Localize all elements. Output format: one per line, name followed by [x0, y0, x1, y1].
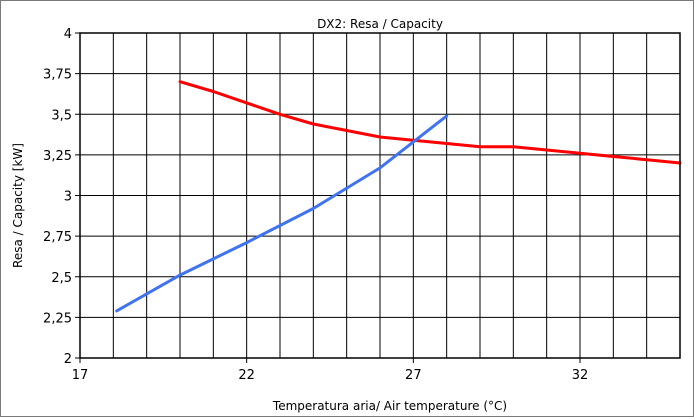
series-layer	[115, 80, 682, 313]
x-tick-label: 22	[238, 368, 255, 383]
tick-labels: 2 2,25 2,5 2,75 3 3,25 3,5 3,75 4 17 22 27 32	[43, 27, 588, 383]
series-line-1	[178, 80, 682, 165]
x-tick-label: 32	[572, 368, 589, 383]
y-tick-label: 2,5	[51, 271, 72, 286]
chart-title: DX2: Resa / Capacity	[317, 17, 443, 31]
y-tick-label: 2,25	[43, 311, 72, 326]
x-axis-title: Temperatura aria/ Air temperature (°C)	[272, 399, 507, 413]
axes	[75, 32, 681, 363]
y-tick-label: 2	[64, 352, 72, 367]
y-tick-label: 3,75	[43, 68, 72, 83]
y-tick-label: 3,25	[43, 149, 72, 164]
x-tick-label: 27	[405, 368, 422, 383]
y-tick-label: 4	[64, 27, 72, 42]
y-axis-title: Resa / Capacity [kW]	[11, 143, 25, 268]
grid	[79, 32, 681, 359]
y-tick-label: 3,5	[51, 108, 72, 123]
series-line-2	[115, 114, 449, 313]
x-tick-label: 17	[72, 368, 89, 383]
y-tick-label: 3	[64, 190, 72, 205]
y-tick-label: 2,75	[43, 230, 72, 245]
